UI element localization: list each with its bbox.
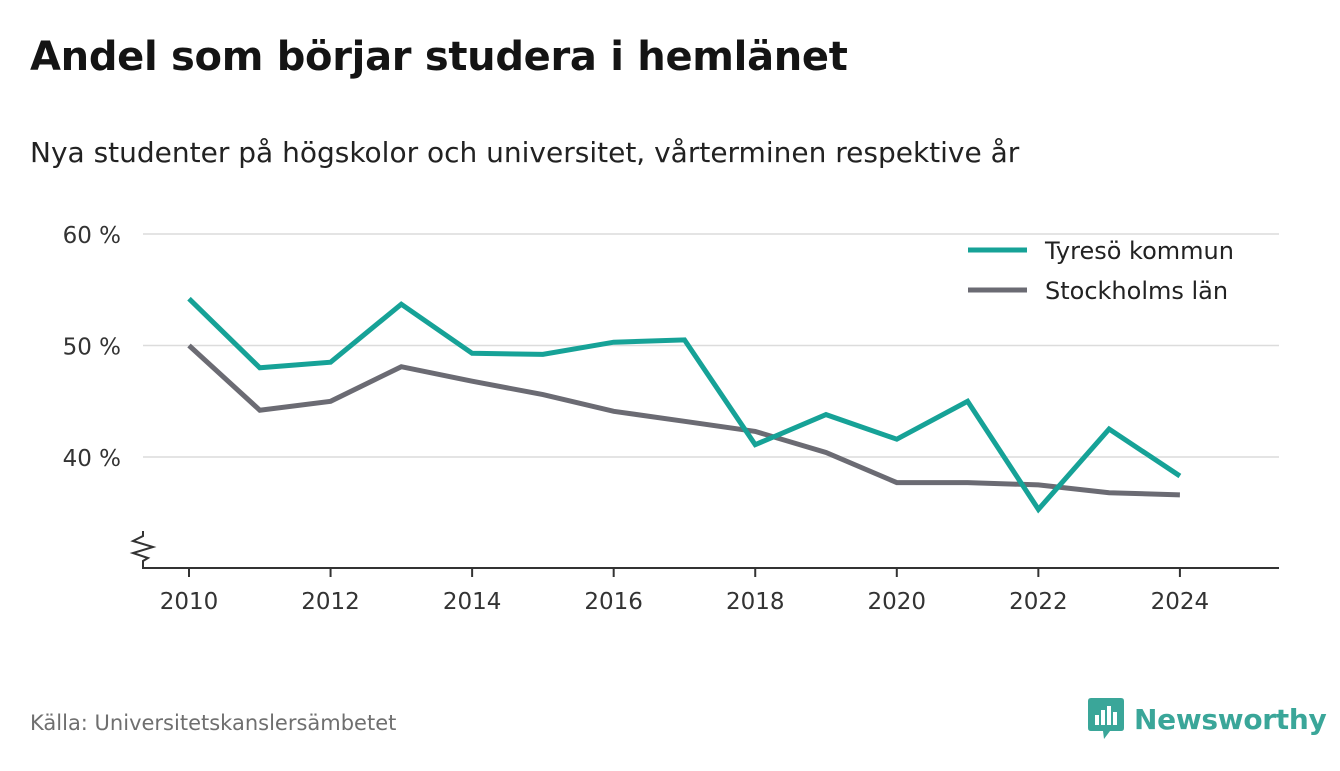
y-axis: 40 % 50 % 60 % xyxy=(63,223,157,568)
brand-name: Newsworthy xyxy=(1134,702,1327,736)
x-tick-label: 2010 xyxy=(160,589,219,615)
legend-label: Stockholms län xyxy=(1045,277,1228,305)
legend: Tyresö kommun Stockholms län xyxy=(968,237,1234,305)
x-tick-label: 2014 xyxy=(443,589,502,615)
x-tick-label: 2012 xyxy=(301,589,360,615)
y-tick-label: 40 % xyxy=(63,446,121,472)
x-tick-label: 2022 xyxy=(1009,589,1068,615)
x-tick-label: 2018 xyxy=(726,589,785,615)
chart-subtitle: Nya studenter på högskolor och universit… xyxy=(30,136,1020,169)
series-line-stockholm xyxy=(187,343,1180,498)
legend-label: Tyresö kommun xyxy=(1044,237,1234,265)
line-chart: 40 % 50 % 60 % 2010 2012 2014 2016 2018 2020 202… xyxy=(63,223,1279,615)
brand-logo: Newsworthy xyxy=(1088,698,1327,740)
series-lines xyxy=(187,296,1182,514)
newsworthy-logo-icon xyxy=(1088,698,1124,739)
x-tick-label: 2020 xyxy=(868,589,927,615)
gridlines xyxy=(143,233,1279,458)
y-tick-label: 50 % xyxy=(63,335,121,361)
source-note: Källa: Universitetskanslersämbetet xyxy=(30,711,397,735)
axis-break-icon xyxy=(129,531,157,568)
y-tick-label: 60 % xyxy=(63,223,121,249)
series-line-tyreso xyxy=(187,296,1182,514)
x-tick-label: 2024 xyxy=(1151,589,1210,615)
x-axis: 2010 2012 2014 2016 2018 2020 2022 2024 xyxy=(142,567,1279,615)
x-tick-label: 2016 xyxy=(584,589,643,615)
chart-title: Andel som börjar studera i hemlänet xyxy=(30,34,848,80)
